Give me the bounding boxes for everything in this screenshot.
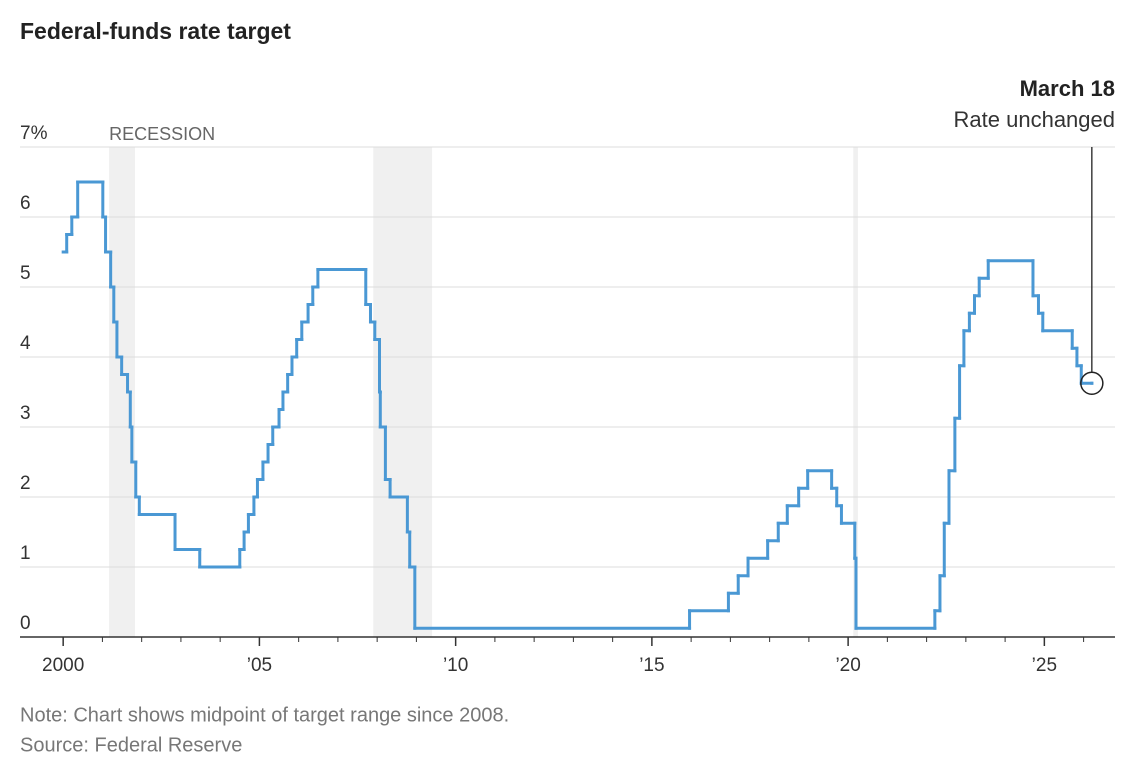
y-tick-label: 3 xyxy=(20,403,31,424)
y-tick-label: 0 xyxy=(20,613,31,634)
y-tick-label: 1 xyxy=(20,543,31,564)
recession-band xyxy=(373,147,433,637)
y-tick-label: 7% xyxy=(20,123,48,144)
chart-title: Federal-funds rate target xyxy=(20,18,291,44)
recession-band xyxy=(853,147,858,637)
y-tick-label: 2 xyxy=(20,473,31,494)
x-tick-label: 2000 xyxy=(42,655,84,676)
y-tick-label: 4 xyxy=(20,333,31,354)
annotation-title: March 18 xyxy=(1020,76,1115,101)
note: Note: Chart shows midpoint of target ran… xyxy=(20,704,509,726)
recession-label: RECESSION xyxy=(109,124,215,144)
source: Source: Federal Reserve xyxy=(20,734,242,756)
x-tick-label: ’15 xyxy=(639,655,664,676)
x-tick-label: ’05 xyxy=(247,655,272,676)
annotation-marker xyxy=(1080,371,1104,395)
x-tick-label: ’10 xyxy=(443,655,468,676)
x-tick-label: ’25 xyxy=(1032,655,1057,676)
annotation-text: Rate unchanged xyxy=(954,107,1115,132)
y-tick-label: 5 xyxy=(20,263,31,284)
x-tick-label: ’20 xyxy=(835,655,860,676)
y-tick-label: 6 xyxy=(20,193,31,214)
